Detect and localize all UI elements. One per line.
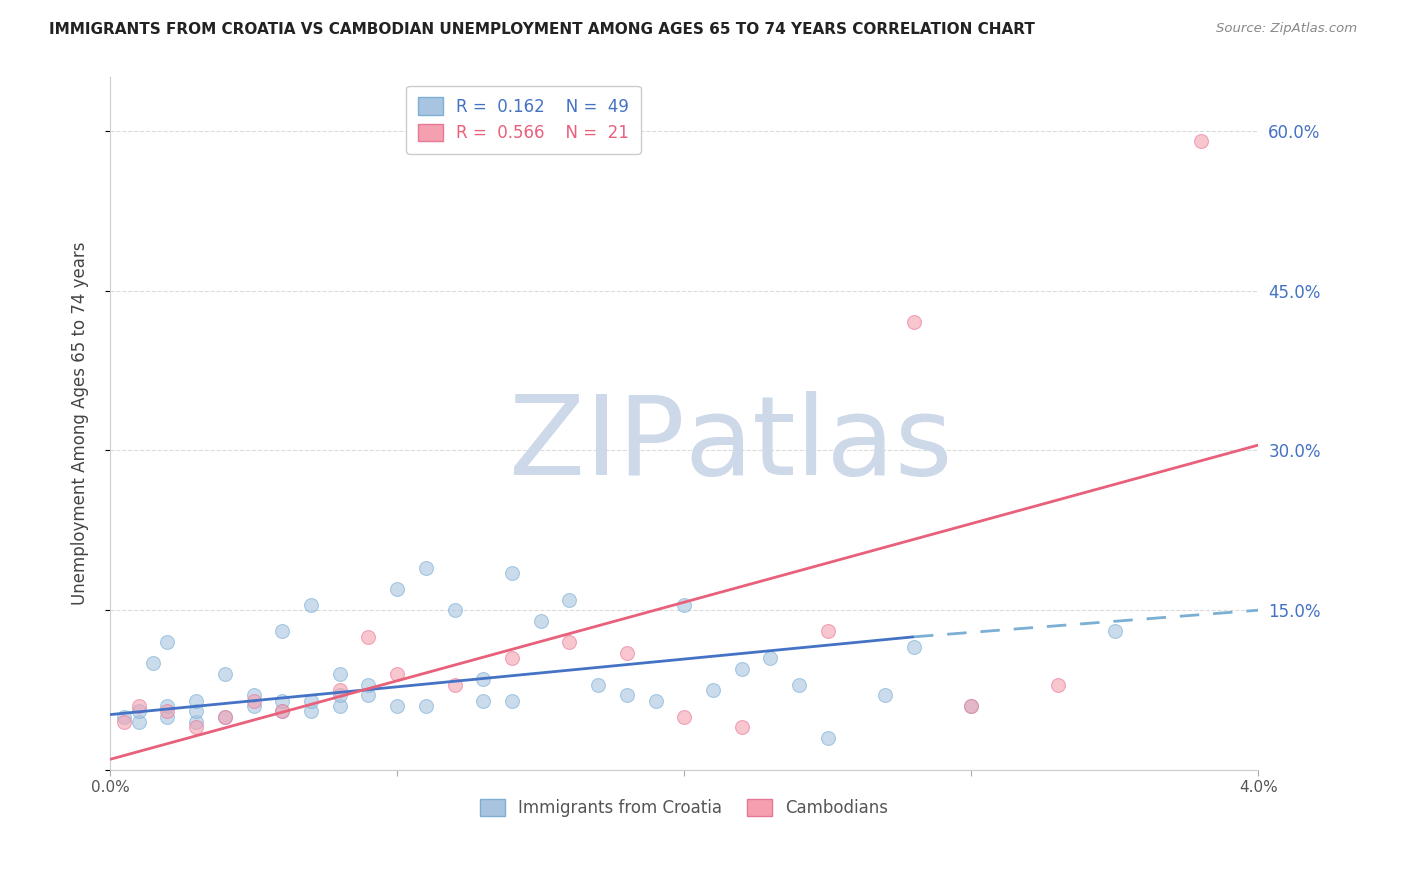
Point <box>616 646 638 660</box>
Point <box>673 598 696 612</box>
Text: Source: ZipAtlas.com: Source: ZipAtlas.com <box>1216 22 1357 36</box>
Point <box>214 710 236 724</box>
Point <box>186 705 208 719</box>
Point <box>903 640 925 655</box>
Point <box>242 689 264 703</box>
Point <box>1046 678 1069 692</box>
Point <box>271 705 294 719</box>
Point <box>501 566 523 580</box>
Point <box>385 667 408 681</box>
Text: atlas: atlas <box>685 391 953 498</box>
Point <box>128 705 150 719</box>
Point <box>1189 134 1212 148</box>
Point <box>530 614 553 628</box>
Point <box>875 689 897 703</box>
Point <box>186 714 208 729</box>
Point <box>415 699 437 714</box>
Point <box>271 705 294 719</box>
Point <box>271 624 294 639</box>
Point <box>112 710 135 724</box>
Point <box>702 683 724 698</box>
Point <box>329 683 352 698</box>
Point <box>960 699 983 714</box>
Legend: Immigrants from Croatia, Cambodians: Immigrants from Croatia, Cambodians <box>474 792 896 824</box>
Point <box>242 699 264 714</box>
Point <box>299 598 322 612</box>
Point <box>385 582 408 596</box>
Point <box>214 667 236 681</box>
Point <box>329 689 352 703</box>
Point <box>385 699 408 714</box>
Point <box>214 710 236 724</box>
Point <box>142 657 165 671</box>
Point <box>156 705 179 719</box>
Point <box>415 560 437 574</box>
Point <box>558 635 581 649</box>
Point <box>586 678 609 692</box>
Point <box>242 694 264 708</box>
Point <box>271 694 294 708</box>
Text: ZIP: ZIP <box>509 391 685 498</box>
Point <box>501 651 523 665</box>
Point <box>558 592 581 607</box>
Point <box>759 651 782 665</box>
Point <box>673 710 696 724</box>
Point <box>817 624 839 639</box>
Y-axis label: Unemployment Among Ages 65 to 74 years: Unemployment Among Ages 65 to 74 years <box>72 242 89 606</box>
Point <box>731 662 754 676</box>
Point <box>156 710 179 724</box>
Point <box>128 714 150 729</box>
Point <box>156 699 179 714</box>
Point <box>128 699 150 714</box>
Point <box>186 694 208 708</box>
Point <box>472 673 495 687</box>
Point <box>329 699 352 714</box>
Text: IMMIGRANTS FROM CROATIA VS CAMBODIAN UNEMPLOYMENT AMONG AGES 65 TO 74 YEARS CORR: IMMIGRANTS FROM CROATIA VS CAMBODIAN UNE… <box>49 22 1035 37</box>
Point <box>299 694 322 708</box>
Point <box>357 689 380 703</box>
Point <box>903 316 925 330</box>
Point <box>817 731 839 745</box>
Point <box>443 678 465 692</box>
Point <box>357 630 380 644</box>
Point <box>501 694 523 708</box>
Point <box>731 720 754 734</box>
Point <box>644 694 666 708</box>
Point <box>329 667 352 681</box>
Point <box>357 678 380 692</box>
Point <box>960 699 983 714</box>
Point <box>787 678 810 692</box>
Point <box>443 603 465 617</box>
Point <box>299 705 322 719</box>
Point <box>472 694 495 708</box>
Point <box>156 635 179 649</box>
Point <box>1104 624 1126 639</box>
Point <box>112 714 135 729</box>
Point <box>616 689 638 703</box>
Point <box>186 720 208 734</box>
